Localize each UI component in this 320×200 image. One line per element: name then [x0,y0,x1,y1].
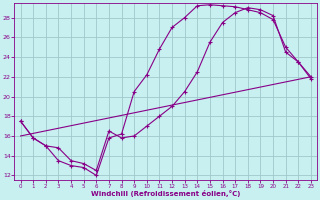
X-axis label: Windchill (Refroidissement éolien,°C): Windchill (Refroidissement éolien,°C) [91,190,240,197]
